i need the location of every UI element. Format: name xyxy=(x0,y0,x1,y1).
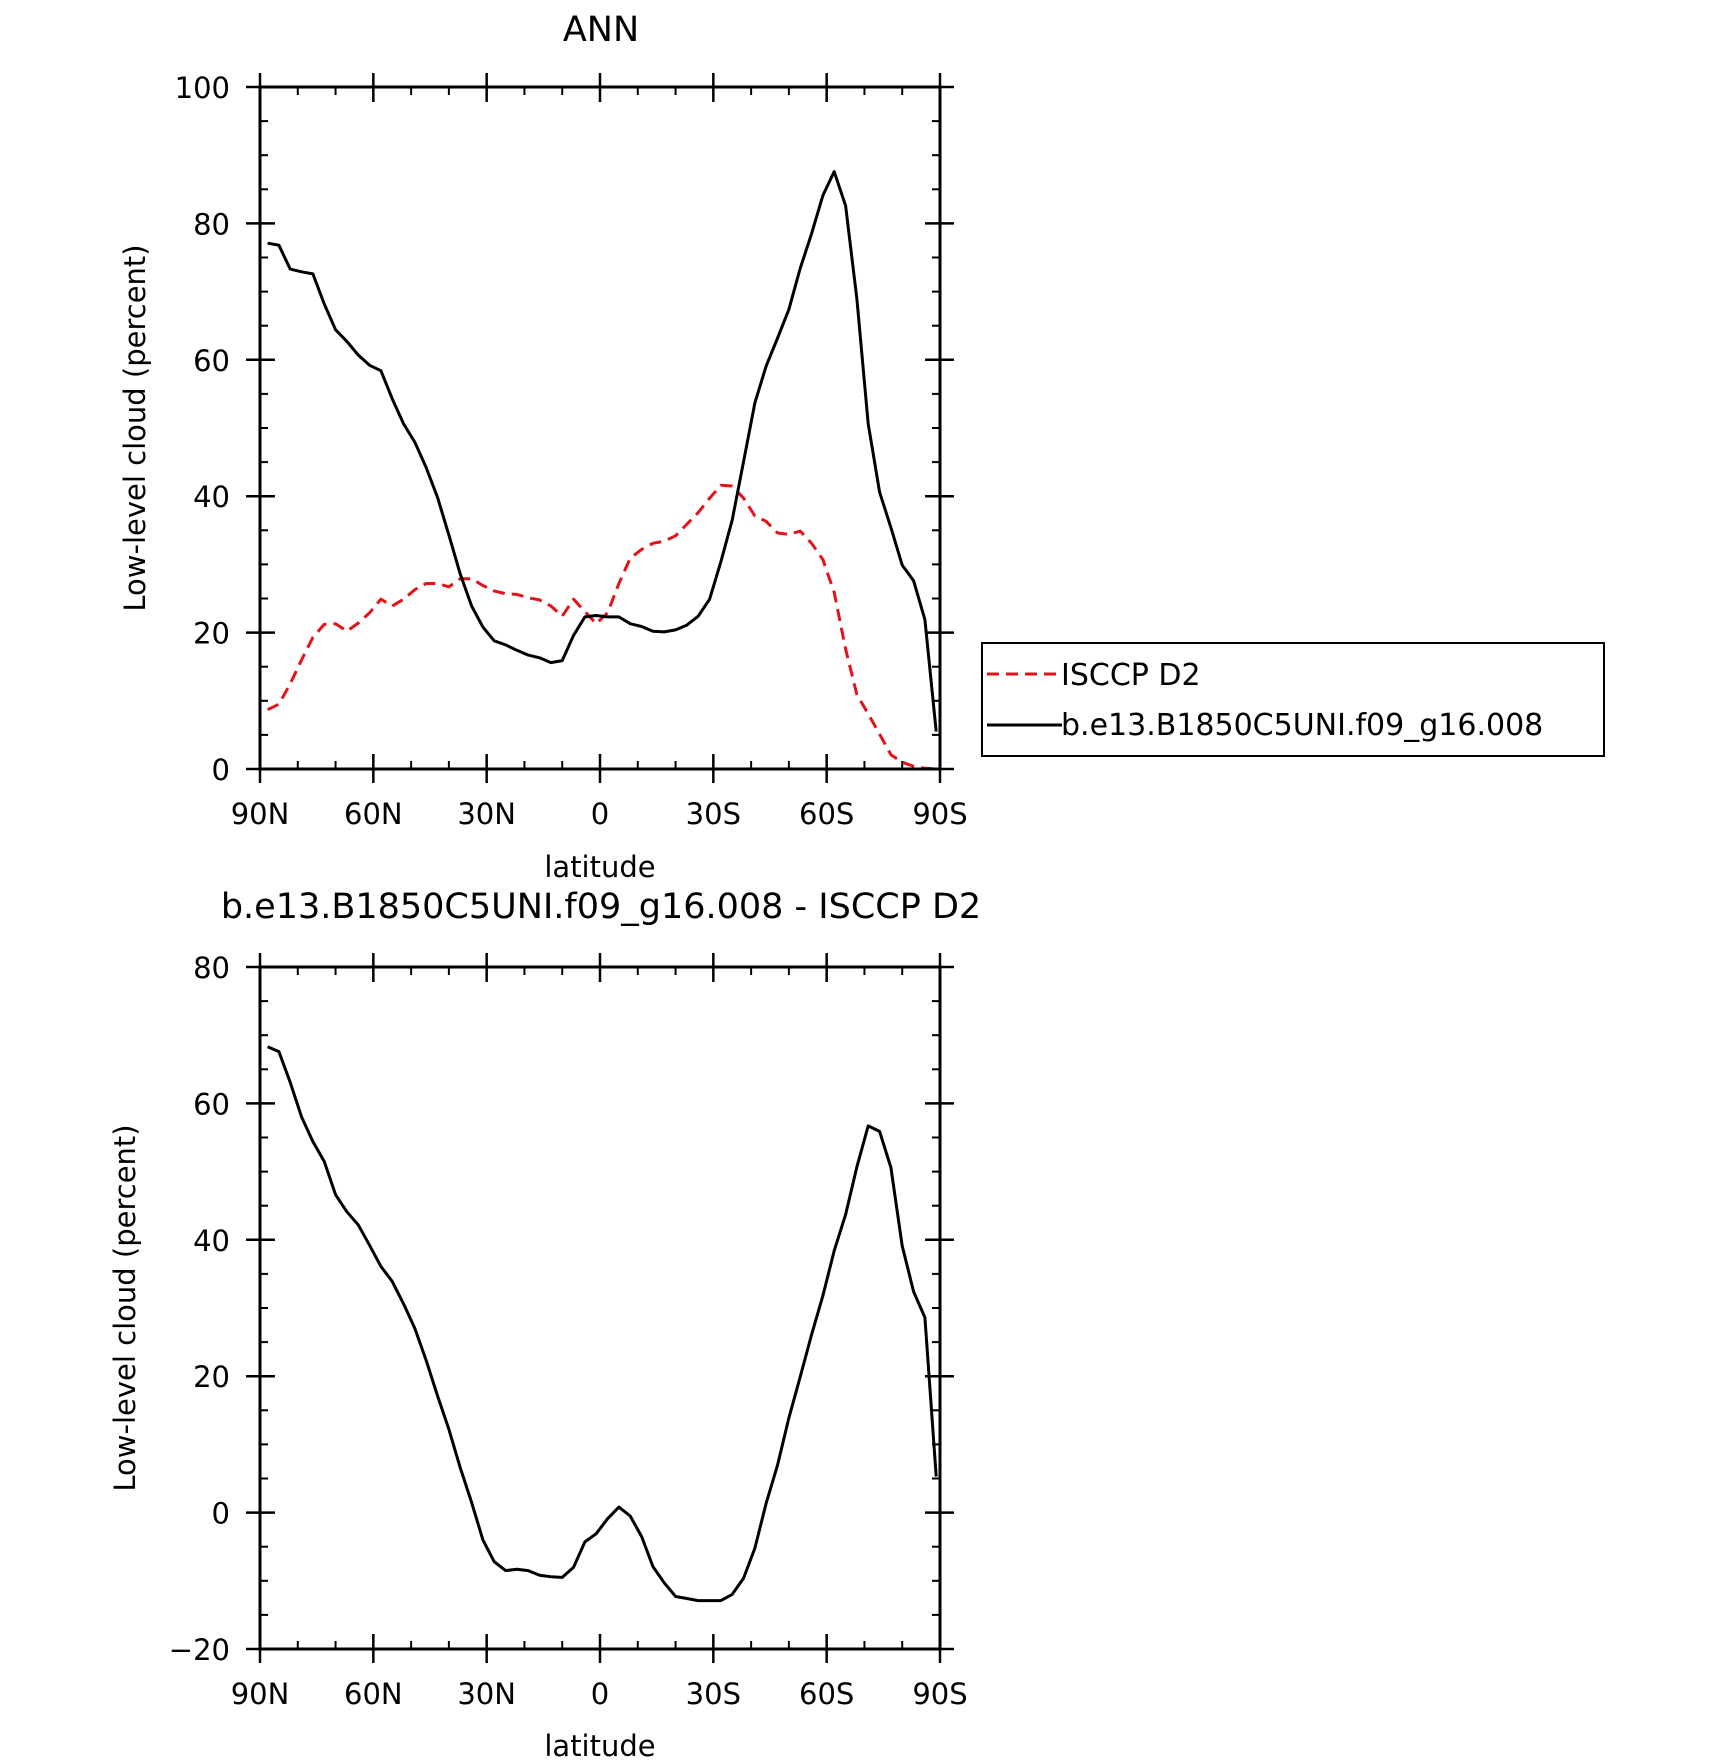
legend-label-model: b.e13.B1850C5UNI.f09_g16.008 xyxy=(1061,708,1543,743)
x-tick-label: 60N xyxy=(344,1677,403,1711)
bottom-x-axis-label: latitude xyxy=(544,1729,655,1762)
x-tick-label: 0 xyxy=(591,797,609,831)
top-plot: 90N 60N 30N 0 30S 60S 90S 0 20 40 60 80 100 xyxy=(175,71,968,831)
x-tick-label: 30S xyxy=(686,1677,741,1711)
top-y-axis-label: Low-level cloud (percent) xyxy=(118,244,152,611)
legend: ISCCP D2 b.e13.B1850C5UNI.f09_g16.008 xyxy=(981,642,1605,757)
bottom-panel: b.e13.B1850C5UNI.f09_g16.008 - ISCCP D2 … xyxy=(108,887,981,1762)
top-x-axis-label: latitude xyxy=(544,850,655,884)
y-tick-label: −20 xyxy=(169,1633,230,1667)
x-tick-label: 60S xyxy=(799,1677,854,1711)
bottom-plot-frame xyxy=(258,965,942,1651)
y-tick-label: 60 xyxy=(193,344,230,378)
x-tick-label: 90N xyxy=(231,797,290,831)
x-tick-label: 0 xyxy=(591,1677,609,1711)
y-tick-label: 80 xyxy=(193,951,230,985)
bottom-y-axis-label: Low-level cloud (percent) xyxy=(108,1124,142,1491)
y-tick-label: 20 xyxy=(193,617,230,651)
x-tick-label: 30N xyxy=(457,797,516,831)
bottom-series-line-model xyxy=(267,1045,938,1603)
top-plot-frame xyxy=(258,85,942,771)
x-tick-label: 30N xyxy=(457,1677,516,1711)
x-tick-label: 60N xyxy=(344,797,403,831)
y-tick-label: 80 xyxy=(193,207,230,241)
y-tick-label: 40 xyxy=(193,1224,230,1258)
bottom-chart-title: b.e13.B1850C5UNI.f09_g16.008 - ISCCP D2 xyxy=(221,887,981,927)
y-tick-label: 0 xyxy=(212,753,230,787)
y-tick-label: 0 xyxy=(212,1497,230,1531)
x-tick-label: 30S xyxy=(686,797,741,831)
top-chart-title: ANN xyxy=(563,10,639,50)
y-tick-label: 20 xyxy=(193,1360,230,1394)
y-tick-label: 40 xyxy=(193,480,230,514)
legend-label-isccp: ISCCP D2 xyxy=(1061,658,1201,693)
legend-box xyxy=(981,642,1605,757)
y-tick-label: 100 xyxy=(175,71,230,105)
top-series-line-isccp xyxy=(266,483,937,771)
x-tick-label: 90S xyxy=(912,797,967,831)
bottom-plot: 90N 60N 30N 0 30S 60S 90S −20 0 20 40 60 80 xyxy=(169,951,968,1711)
top-panel: ANN 90N 60N 30N 0 30S 60S 90S 0 20 40 60 80 100 lati… xyxy=(118,10,968,884)
x-tick-label: 60S xyxy=(799,797,854,831)
x-tick-label: 90S xyxy=(912,1677,967,1711)
top-series-line-model xyxy=(267,170,938,732)
y-tick-label: 60 xyxy=(193,1087,230,1121)
x-tick-label: 90N xyxy=(231,1677,290,1711)
